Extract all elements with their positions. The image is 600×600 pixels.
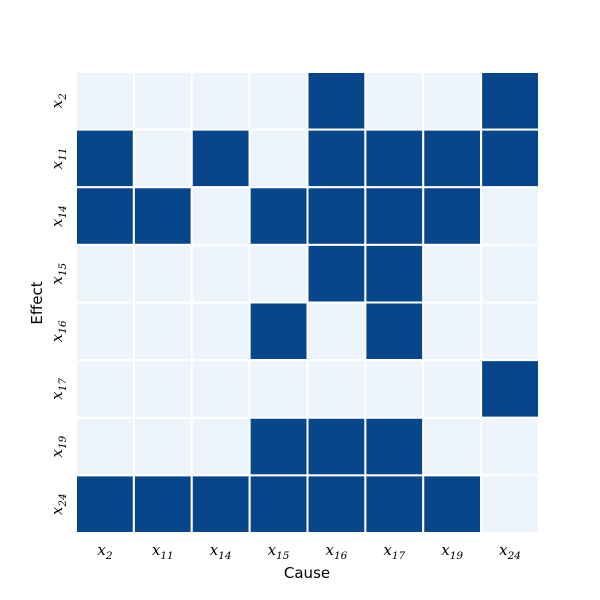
heatmap-cell xyxy=(248,186,309,246)
heatmap-cell xyxy=(132,71,193,131)
y-tick-labels: x2 x11 x14 x15 x16 x17 x19 x24 xyxy=(48,93,69,515)
heatmap-cell xyxy=(190,71,251,131)
heatmap-cell xyxy=(132,243,193,304)
heatmap-cell xyxy=(248,128,309,189)
heatmap-cell xyxy=(480,301,540,362)
heatmap-cell xyxy=(364,186,425,246)
heatmap-cell xyxy=(248,416,309,477)
heatmap-cell xyxy=(422,474,483,534)
x-tick-label: x11 xyxy=(152,541,174,562)
heatmap-cell xyxy=(422,416,483,477)
x-tick-label: x14 xyxy=(210,541,232,562)
heatmap-cell xyxy=(364,359,425,419)
heatmap-cell xyxy=(132,128,193,189)
heatmap-cell xyxy=(306,243,367,304)
heatmap-cell xyxy=(422,243,483,304)
y-tick-label: x2 xyxy=(48,93,69,108)
y-tick-label: x14 xyxy=(48,205,69,227)
heatmap-cell xyxy=(422,301,483,362)
heatmap-cell xyxy=(190,474,251,534)
y-tick-label: x16 xyxy=(48,320,69,342)
heatmap-cell xyxy=(480,71,540,131)
heatmap-cell xyxy=(306,128,367,189)
heatmap-cell xyxy=(75,301,135,362)
x-tick-label: x24 xyxy=(499,541,521,562)
heatmap-cell xyxy=(75,416,135,477)
heatmap-cell xyxy=(132,301,193,362)
heatmap-cell xyxy=(364,474,425,534)
heatmap-cell xyxy=(422,359,483,419)
heatmap-cell xyxy=(132,186,193,246)
heatmap-cell xyxy=(480,416,540,477)
y-tick-label: x11 xyxy=(48,148,69,170)
heatmap-cell xyxy=(480,128,540,189)
heatmap-cell xyxy=(364,243,425,304)
heatmap-cell xyxy=(190,359,251,419)
y-tick-label: x15 xyxy=(48,262,69,284)
heatmap-cell xyxy=(75,474,135,534)
heatmap-cell xyxy=(190,243,251,304)
y-tick-label: x19 xyxy=(48,435,69,457)
heatmap-cell xyxy=(364,416,425,477)
heatmap-cell xyxy=(75,359,135,419)
heatmap-cell xyxy=(364,71,425,131)
heatmap-cell xyxy=(248,243,309,304)
heatmap-cell xyxy=(75,71,135,131)
heatmap-cell xyxy=(132,474,193,534)
heatmap-cell xyxy=(248,474,309,534)
x-tick-label: x15 xyxy=(268,541,290,562)
heatmap-cell xyxy=(480,186,540,246)
x-tick-label: x17 xyxy=(383,541,405,562)
heatmap-cell xyxy=(75,128,135,189)
heatmap-cell xyxy=(422,128,483,189)
heatmap-cell xyxy=(190,186,251,246)
heatmap-cell xyxy=(480,243,540,304)
heatmap-cell xyxy=(306,416,367,477)
heatmap-cell xyxy=(248,359,309,419)
y-axis-label: Effect xyxy=(28,281,46,324)
heatmap-cell xyxy=(306,186,367,246)
heatmap-cells xyxy=(75,71,540,534)
heatmap-cell xyxy=(480,359,540,419)
y-tick-label: x17 xyxy=(48,378,69,400)
heatmap-cell xyxy=(306,359,367,419)
heatmap-cell xyxy=(306,301,367,362)
heatmap-cell xyxy=(306,71,367,131)
y-tick-label: x24 xyxy=(48,493,69,515)
heatmap-cell xyxy=(132,416,193,477)
heatmap-cell xyxy=(75,186,135,246)
x-tick-label: x19 xyxy=(441,541,463,562)
heatmap-cell xyxy=(248,71,309,131)
heatmap-cell xyxy=(248,301,309,362)
heatmap-cell xyxy=(190,301,251,362)
x-tick-label: x2 xyxy=(97,541,112,562)
heatmap-cell xyxy=(480,474,540,534)
heatmap-cell xyxy=(364,301,425,362)
heatmap-cell xyxy=(132,359,193,419)
x-tick-labels: x2 x11 x14 x15 x16 x17 x19 x24 xyxy=(97,541,521,562)
heatmap-cell xyxy=(364,128,425,189)
x-tick-label: x16 xyxy=(326,541,348,562)
heatmap-cell xyxy=(422,186,483,246)
x-axis-label: Cause xyxy=(284,564,330,582)
heatmap-cell xyxy=(190,416,251,477)
heatmap-cell xyxy=(422,71,483,131)
heatmap-cell xyxy=(75,243,135,304)
heatmap-cell xyxy=(306,474,367,534)
heatmap-cell xyxy=(190,128,251,189)
